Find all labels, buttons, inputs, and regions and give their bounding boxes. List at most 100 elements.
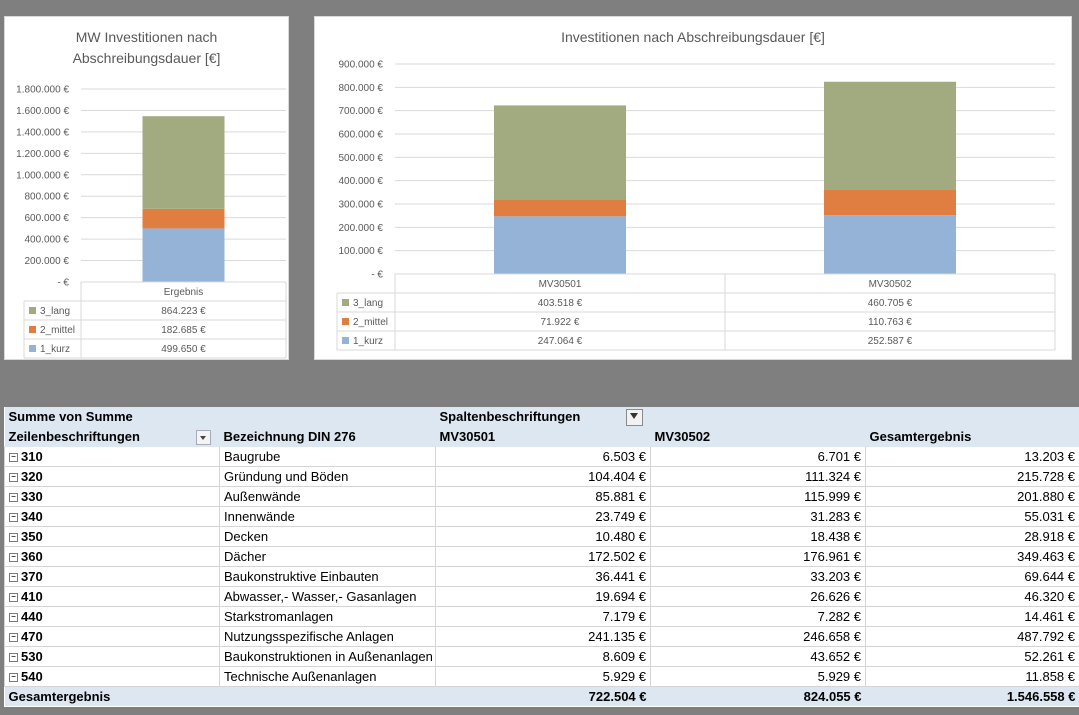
pivot-row-code[interactable]: −310: [4, 446, 220, 468]
legend-label: 1_kurz: [40, 344, 70, 355]
table-row: −350 Decken 10.480 €18.438 €28.918 €: [4, 526, 1079, 548]
pivot-row-desc: Baugrube: [219, 446, 436, 468]
collapse-icon[interactable]: −: [9, 513, 18, 523]
filter-icon[interactable]: [626, 409, 644, 426]
pivot-total-mv30501: 722.504 €: [435, 686, 651, 707]
table-row: −360 Dächer 172.502 €176.961 €349.463 €: [4, 546, 1079, 568]
bar-1_kurz-MV30502[interactable]: [824, 215, 956, 274]
collapse-icon[interactable]: −: [9, 553, 18, 563]
bar-3_lang-Ergebnis[interactable]: [142, 116, 225, 209]
collapse-icon[interactable]: −: [9, 493, 18, 503]
pivot-row-code[interactable]: −370: [4, 566, 220, 588]
collapse-icon[interactable]: −: [9, 453, 18, 463]
pivot-row-code[interactable]: −320: [4, 466, 220, 488]
chart-panel-mw[interactable]: MW Investitionen nach Abschreibungsdauer…: [4, 16, 289, 360]
collapse-icon[interactable]: −: [9, 633, 18, 643]
chart-mw-svg: - € 200.000 € 400.000 € 600.000 € 800.000 € 1…: [16, 85, 287, 359]
pivot-row-code[interactable]: −530: [4, 646, 220, 668]
y-tick-label: 100.000 €: [339, 246, 384, 257]
table-row: −540 Technische Außenanlagen 5.929 €5.929 …: [4, 666, 1079, 688]
y-tick-label: 300.000 €: [339, 200, 384, 211]
pivot-cell-mv30502: 176.961 €: [650, 546, 866, 568]
pivot-cell-mv30501: 23.749 €: [435, 506, 651, 528]
pivot-row-code[interactable]: −330: [4, 486, 220, 508]
collapse-icon[interactable]: −: [9, 673, 18, 683]
data-label: 403.518 €: [538, 298, 583, 309]
pivot-row-desc: Starkstromanlagen: [219, 606, 436, 628]
table-row: −310 Baugrube 6.503 €6.701 €13.203 €: [4, 446, 1079, 468]
dropdown-arrow-icon[interactable]: [195, 430, 211, 446]
pivot-cell-mv30501: 7.179 €: [435, 606, 651, 628]
collapse-icon[interactable]: −: [9, 473, 18, 483]
pivot-cell-mv30501: 172.502 €: [435, 546, 651, 568]
legend-key-2_mittel: [342, 318, 349, 325]
pivot-col-caption[interactable]: Spaltenbeschriftungen: [435, 407, 651, 428]
y-tick-label: - €: [371, 270, 383, 281]
pivot-cell-mv30501: 8.609 €: [435, 646, 651, 668]
pivot-row-desc: Innenwände: [219, 506, 436, 528]
pivot-row-desc: Abwasser,- Wasser,- Gasanlagen: [219, 586, 436, 608]
pivot-row-code[interactable]: −440: [4, 606, 220, 628]
pivot-cell-mv30501: 5.929 €: [435, 666, 651, 688]
pivot-row-desc: Gründung und Böden: [219, 466, 436, 488]
y-tick-label: 1.600.000 €: [16, 106, 69, 117]
collapse-icon[interactable]: −: [9, 573, 18, 583]
pivot-row-code[interactable]: −360: [4, 546, 220, 568]
pivot-row-code[interactable]: −470: [4, 626, 220, 648]
table-row: −530 Baukonstruktionen in Außenanlagen 8.6…: [4, 646, 1079, 668]
pivot-row-code[interactable]: −410: [4, 586, 220, 608]
pivot-corner-label: Summe von Summe: [4, 407, 220, 428]
bar-2_mittel-Ergebnis[interactable]: [142, 208, 225, 229]
pivot-cell-mv30502: 6.701 €: [650, 446, 866, 468]
pivot-cell-mv30502: 31.283 €: [650, 506, 866, 528]
pivot-row-code[interactable]: −540: [4, 666, 220, 688]
data-label: 460.705 €: [868, 298, 913, 309]
pivot-cell-mv30501: 104.404 €: [435, 466, 651, 488]
bar-3_lang-MV30502[interactable]: [824, 81, 956, 190]
pivot-cell-mv30502: 43.652 €: [650, 646, 866, 668]
pivot-row-caption[interactable]: Zeilenbeschriftungen: [4, 426, 220, 448]
x-category-label: Ergebnis: [164, 287, 203, 298]
chart-investitionen-svg: - € 100.000 € 200.000 € 300.000 € 400.000 € 5…: [336, 60, 1056, 351]
collapse-icon[interactable]: −: [9, 613, 18, 623]
data-label: 864.223 €: [161, 306, 206, 317]
pivot-row-code[interactable]: −350: [4, 526, 220, 548]
pivot-cell-mv30502: 26.626 €: [650, 586, 866, 608]
bar-2_mittel-MV30502[interactable]: [824, 189, 956, 216]
pivot-row-code[interactable]: −340: [4, 506, 220, 528]
bar-3_lang-MV30501[interactable]: [494, 105, 626, 200]
legend-key-3_lang: [342, 299, 349, 306]
table-row: −370 Baukonstruktive Einbauten 36.441 €33.…: [4, 566, 1079, 588]
y-tick-label: 500.000 €: [339, 153, 384, 164]
data-label: 71.922 €: [541, 317, 580, 328]
pivot-cell-total: 69.644 €: [865, 566, 1079, 588]
data-label: 252.587 €: [868, 336, 913, 347]
bar-1_kurz-Ergebnis[interactable]: [142, 228, 225, 282]
y-tick-label: 400.000 €: [339, 176, 384, 187]
pivot-table[interactable]: Summe von Summe Spaltenbeschriftungen Ze…: [4, 407, 1079, 707]
pivot-cell-total: 201.880 €: [865, 486, 1079, 508]
collapse-icon[interactable]: −: [9, 653, 18, 663]
pivot-row-desc: Dächer: [219, 546, 436, 568]
pivot-cell-total: 215.728 €: [865, 466, 1079, 488]
y-tick-label: 1.200.000 €: [16, 149, 69, 160]
pivot-total-mv30502: 824.055 €: [650, 686, 866, 707]
chart-panel-investitionen[interactable]: Investitionen nach Abschreibungsdauer [€…: [314, 16, 1072, 360]
bar-1_kurz-MV30501[interactable]: [494, 216, 626, 274]
collapse-icon[interactable]: −: [9, 533, 18, 543]
bar-2_mittel-MV30501[interactable]: [494, 199, 626, 217]
pivot-cell-mv30502: 18.438 €: [650, 526, 866, 548]
collapse-icon[interactable]: −: [9, 593, 18, 603]
pivot-header-row-1: Summe von Summe Spaltenbeschriftungen: [4, 407, 1079, 428]
y-tick-label: 900.000 €: [339, 60, 384, 71]
pivot-row-desc: Baukonstruktive Einbauten: [219, 566, 436, 588]
pivot-cell-mv30502: 115.999 €: [650, 486, 866, 508]
pivot-cell-mv30502: 111.324 €: [650, 466, 866, 488]
pivot-row-desc: Baukonstruktionen in Außenanlagen: [219, 646, 436, 668]
table-row: −330 Außenwände 85.881 €115.999 €201.880 €: [4, 486, 1079, 508]
x-category-label: MV30502: [869, 279, 912, 290]
pivot-cell-total: 11.858 €: [865, 666, 1079, 688]
legend-key-3_lang: [29, 307, 36, 314]
table-row: −440 Starkstromanlagen 7.179 €7.282 €14.46…: [4, 606, 1079, 628]
x-category-label: MV30501: [539, 279, 582, 290]
